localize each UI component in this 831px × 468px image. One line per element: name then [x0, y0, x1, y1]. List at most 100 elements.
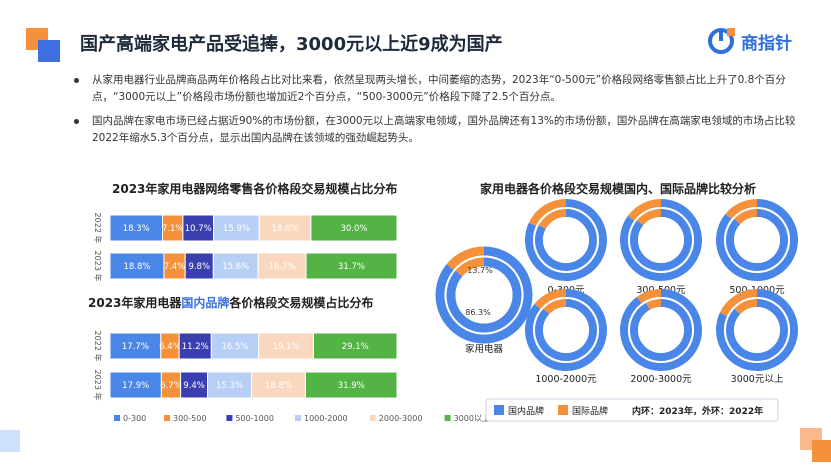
- bar-segment: [210, 332, 260, 360]
- chart2-title-highlight: 国内品牌: [181, 296, 230, 310]
- bar-segment: [213, 214, 260, 242]
- bar-value-label: 15.9%: [223, 224, 250, 234]
- bar-value-label: 15.3%: [216, 381, 243, 391]
- donut-gap: [638, 307, 684, 353]
- legend-label: 0-300: [123, 414, 146, 423]
- bar-value-label: 31.7%: [338, 262, 365, 272]
- donut-gap: [734, 307, 780, 353]
- donut-gap: [533, 207, 599, 273]
- donut-slice-foreign: [637, 209, 662, 226]
- bar-value-label: 19.1%: [273, 342, 300, 352]
- donut-slice-domestic: [726, 209, 788, 271]
- chart2-title: 2023年家用电器国内品牌各价格段交易规模占比分布: [88, 294, 373, 311]
- bar-value-label: 17.9%: [122, 381, 149, 391]
- legend-swatch-domestic: [494, 405, 504, 415]
- y-category-label: 2023 年: [93, 370, 103, 401]
- donut-slice-domestic: [525, 289, 607, 371]
- page-title: 国产高端家电产品受追捧，3000元以上近9成为国产: [80, 34, 503, 55]
- bar-value-label: 17.7%: [122, 342, 149, 352]
- donut-legend-box: [485, 398, 779, 422]
- donut-slice-domestic: [726, 299, 788, 361]
- bar-value-label: 16.7%: [269, 262, 296, 272]
- donut-slice-foreign: [646, 299, 662, 310]
- donut-slice-foreign: [719, 289, 758, 317]
- chart2-title-part3: 各价格段交易规模占比分布: [229, 296, 374, 310]
- bar-segment: [258, 332, 314, 360]
- logo: 商指针: [707, 26, 817, 54]
- donut-slice-domestic: [620, 199, 702, 281]
- y-category-label: 2022 年: [93, 213, 103, 244]
- chart1-title: 2023年家用电器网络零售各价格段交易规模占比分布: [112, 182, 398, 196]
- y-category-label: 2022 年: [93, 331, 103, 362]
- legend-label: 2000-3000: [379, 414, 423, 423]
- bar-segment: [180, 371, 209, 399]
- bar-segment: [109, 332, 162, 360]
- donut-slice-foreign: [543, 299, 567, 315]
- donut-value-foreign: 13.7%: [467, 266, 493, 275]
- donut-slice-domestic: [716, 199, 798, 281]
- donut-label: 2000-3000元: [630, 374, 692, 385]
- bullet-item: 从家用电器行业品牌商品两年价格段占比对比来看，依然呈现两头增长，中间萎缩的态势，…: [70, 72, 810, 106]
- bar-value-label: 10.7%: [185, 224, 212, 234]
- bar-value-label: 6.7%: [160, 381, 182, 391]
- bullet-dot-icon: [74, 119, 79, 124]
- bar-value-label: 18.8%: [123, 262, 150, 272]
- bar-value-label: 7.1%: [162, 224, 184, 234]
- donut-slice-domestic: [716, 289, 798, 371]
- bullet-item: 国内品牌在家电市场已经占据近90%的市场份额，在3000元以上高端家电领域，国外…: [70, 113, 810, 147]
- bar-value-label: 9.4%: [183, 381, 205, 391]
- bar-value-label: 11.2%: [182, 342, 209, 352]
- chart2-title-part1: 2023年家用电器: [88, 296, 182, 310]
- bar-value-label: 18.3%: [123, 224, 150, 234]
- legend-note: 内环：2023年，外环：2022年: [632, 405, 763, 417]
- bar-value-label: 6.4%: [159, 342, 181, 352]
- donut-gap: [455, 266, 513, 324]
- bar-value-label: 18.0%: [272, 224, 299, 234]
- bar-segment: [257, 252, 307, 280]
- donut-slice-foreign: [627, 199, 662, 221]
- donut-slice-domestic: [535, 299, 597, 361]
- donut-label: 家用电器: [465, 343, 504, 355]
- bar-value-label: 29.1%: [342, 342, 369, 352]
- legend-label: 500-1000: [235, 414, 274, 423]
- donut-slice-foreign: [528, 199, 567, 227]
- legend-swatch: [369, 415, 376, 421]
- donut-gap: [533, 297, 599, 363]
- bar-value-label: 16.5%: [221, 342, 248, 352]
- bar-segment: [312, 332, 398, 360]
- donut-slice-foreign: [538, 209, 567, 230]
- bullet-text: 从家用电器行业品牌商品两年价格段占比对比来看，依然呈现两头增长，中间萎缩的态势，…: [92, 74, 786, 103]
- donut-label: 1000-2000元: [535, 374, 597, 385]
- legend-swatch: [114, 415, 120, 421]
- bullet-dot-icon: [74, 78, 79, 83]
- legend-label: 300-500: [173, 414, 206, 423]
- legend-swatch: [226, 415, 233, 421]
- donut-gap: [638, 217, 684, 263]
- donut-slice-foreign: [534, 289, 567, 310]
- bar-value-label: 7.4%: [164, 262, 186, 272]
- donut-slice-domestic: [435, 246, 533, 344]
- bar-segment: [305, 252, 398, 280]
- donut-slice-foreign: [446, 246, 485, 270]
- donut-gap: [724, 297, 790, 363]
- donut-gap: [543, 307, 589, 353]
- bar-segment: [310, 214, 398, 242]
- legend-label: 1000-2000: [304, 414, 348, 423]
- bar-value-label: 15.6%: [222, 262, 249, 272]
- bar-value-label: 9.8%: [188, 262, 210, 272]
- donut-value-domestic: 86.3%: [465, 308, 491, 317]
- y-category-label: 2023 年: [93, 251, 103, 282]
- donut-slice-foreign: [734, 209, 758, 225]
- logo-text: 商指针: [741, 34, 792, 54]
- donut-gap: [628, 207, 694, 273]
- bar-segment: [178, 332, 212, 360]
- legend-swatch-foreign: [558, 405, 568, 415]
- summary-bullets: 从家用电器行业品牌商品两年价格段占比对比来看，依然呈现两头增长，中间萎缩的态势，…: [70, 72, 810, 154]
- donut-slice-foreign: [725, 199, 758, 220]
- donut-gap: [628, 297, 694, 363]
- legend-label-foreign: 国际品牌: [572, 405, 608, 417]
- donut-slice-domestic: [525, 199, 607, 281]
- donut-slice-domestic: [630, 299, 692, 361]
- donut-slice-foreign: [455, 257, 485, 277]
